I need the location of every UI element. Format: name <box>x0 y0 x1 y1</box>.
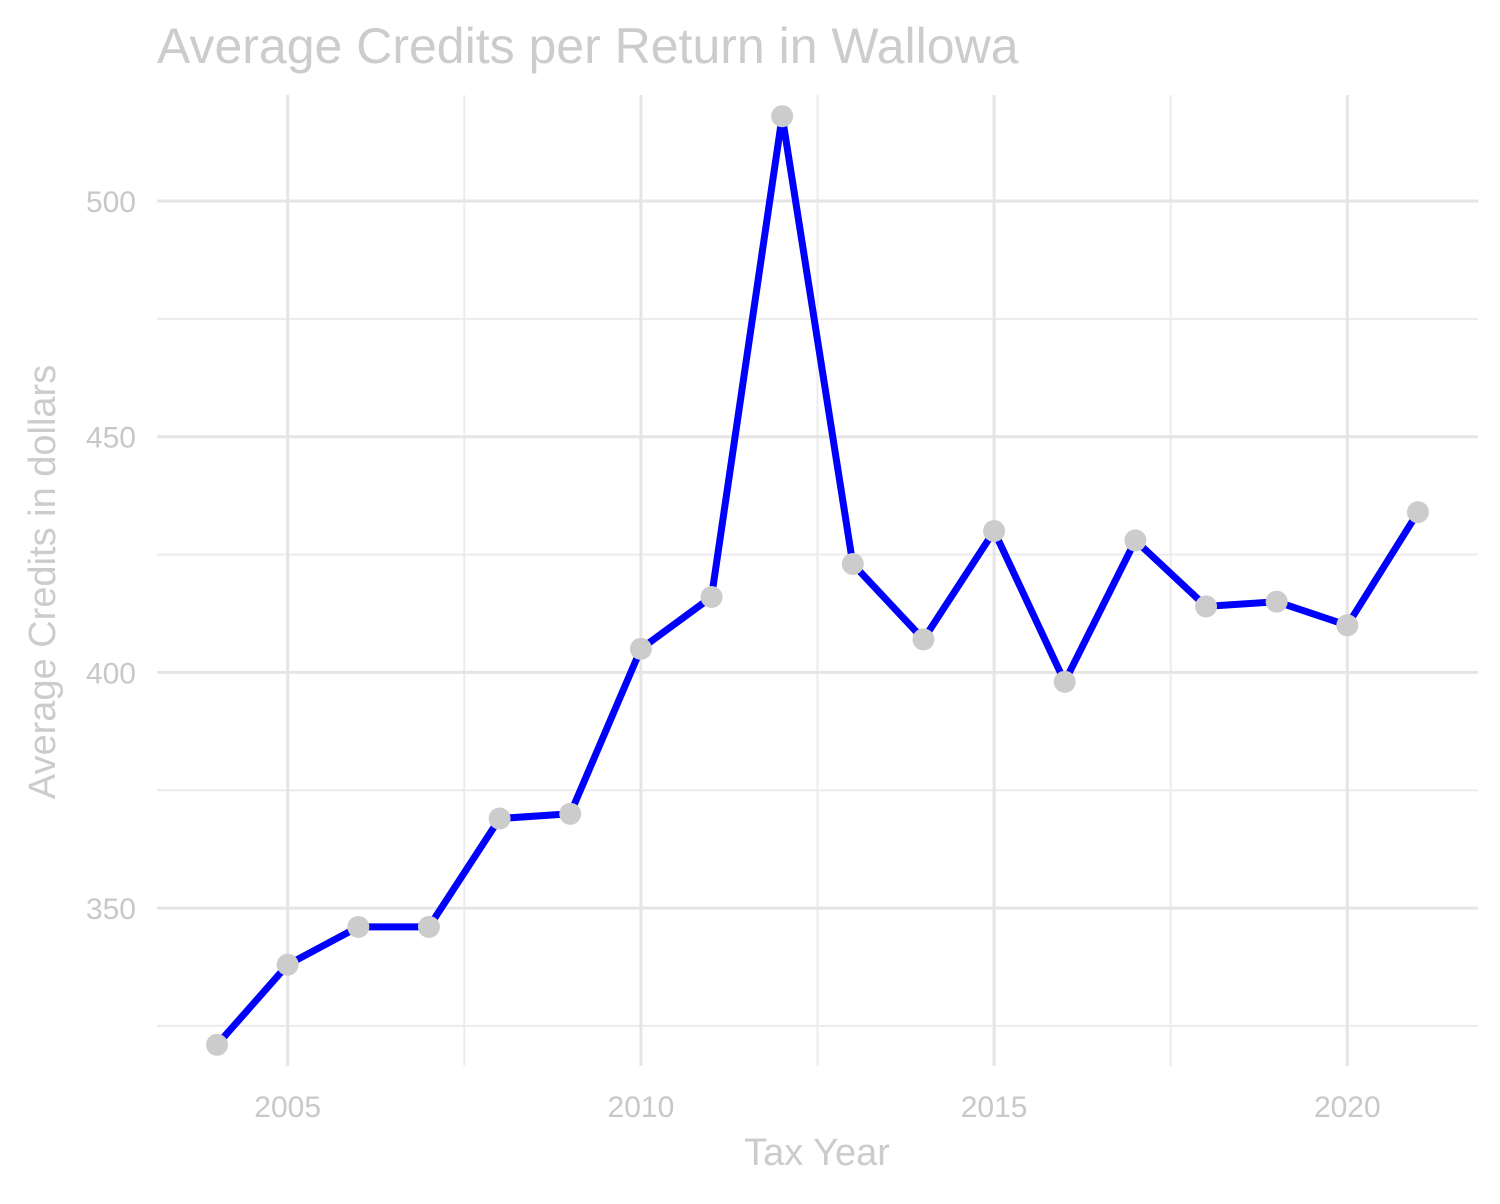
x-axis-ticks: 2005 2010 2015 2020 <box>254 1091 1380 1124</box>
x-axis-title: Tax Year <box>744 1132 890 1174</box>
data-point <box>347 915 370 938</box>
data-point <box>841 553 864 576</box>
data-point <box>1336 614 1359 637</box>
y-tick-label: 350 <box>86 893 136 926</box>
data-point <box>206 1033 229 1056</box>
x-tick-label: 2010 <box>608 1091 675 1124</box>
data-point <box>1406 501 1429 524</box>
y-axis-ticks: 350 400 450 500 <box>86 186 136 926</box>
y-tick-label: 450 <box>86 422 136 455</box>
data-point <box>1265 590 1288 613</box>
series <box>206 105 1429 1056</box>
x-tick-label: 2015 <box>961 1091 1028 1124</box>
data-point <box>276 953 299 976</box>
data-point <box>1053 670 1076 693</box>
x-tick-label: 2020 <box>1314 1091 1381 1124</box>
data-point <box>1124 529 1147 552</box>
data-point <box>1195 595 1218 618</box>
data-point <box>912 628 935 651</box>
data-point <box>983 520 1006 543</box>
data-point <box>700 585 723 608</box>
y-tick-label: 400 <box>86 657 136 690</box>
data-point <box>488 807 511 830</box>
data-point <box>771 105 794 128</box>
y-tick-label: 500 <box>86 186 136 219</box>
chart-title: Average Credits per Return in Wallowa <box>157 18 1019 74</box>
data-point <box>417 915 440 938</box>
y-axis-title: Average Credits in dollars <box>22 365 64 799</box>
data-point <box>629 637 652 660</box>
data-point <box>559 802 582 825</box>
x-tick-label: 2005 <box>254 1091 321 1124</box>
grid <box>157 95 1478 1066</box>
series-line <box>213 112 1422 1049</box>
